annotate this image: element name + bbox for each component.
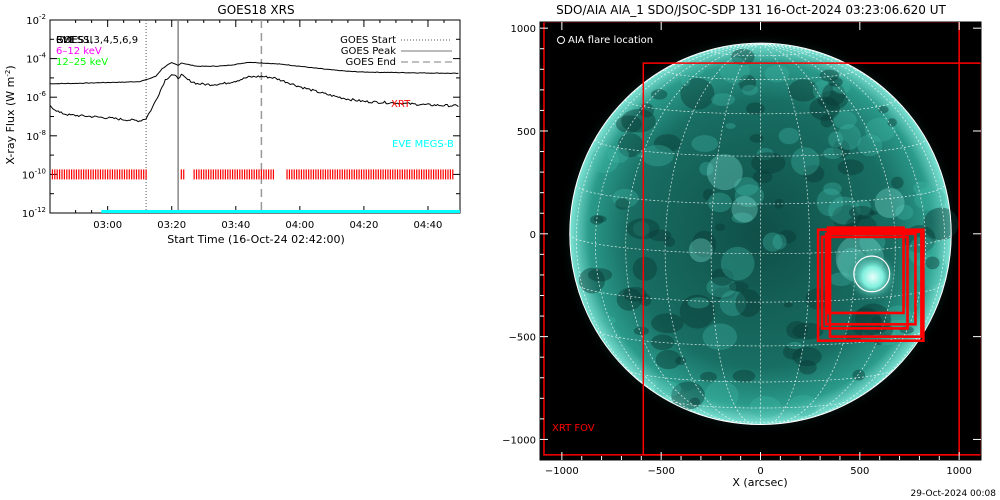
aia-x-tick-label: 0 bbox=[757, 466, 763, 477]
xrt-fov-label: XRT FOV bbox=[552, 423, 595, 434]
goes-flux-curve-2 bbox=[49, 73, 459, 123]
goes-y-tick-label: 10-8 bbox=[26, 129, 46, 143]
active-region bbox=[688, 238, 713, 263]
goes-x-axis-label: Start Time (16-Oct-24 02:42:00) bbox=[167, 233, 345, 246]
goes-y-axis-label: X-ray Flux (W m-2) bbox=[4, 65, 17, 164]
aia-image-content bbox=[543, 22, 981, 456]
goes-y-tick-label: 10-6 bbox=[26, 90, 46, 104]
goes-y-tick-labels: 10-2 10-4 10-6 10-8 10-10 10-12 bbox=[22, 13, 47, 220]
aia-y-tick-label: −1000 bbox=[502, 435, 536, 446]
label-6-12-kev: 6–12 keV bbox=[56, 46, 102, 57]
active-region bbox=[731, 195, 758, 223]
xrt-coverage-segment bbox=[180, 169, 185, 180]
goes-x-tick-label: 03:20 bbox=[157, 220, 186, 231]
xrt-fov-box bbox=[826, 226, 905, 315]
xrt-coverage-segment bbox=[193, 169, 275, 180]
goes-y-tick-label: 10-10 bbox=[22, 167, 46, 181]
aia-x-tick-label: −1000 bbox=[545, 466, 579, 477]
goes-flux-curve-1 bbox=[50, 61, 459, 85]
aia-y-tick-label: 500 bbox=[517, 127, 536, 138]
xrt-fov-box bbox=[820, 235, 909, 330]
goes-title: GOES18 XRS bbox=[217, 3, 294, 17]
goes-plot-area bbox=[49, 19, 461, 214]
flare-glow bbox=[846, 250, 899, 303]
aia-x-tick-label: 1000 bbox=[946, 466, 971, 477]
label-12-25-kev: 12–25 keV bbox=[56, 57, 108, 68]
goes-x-tick-label: 04:40 bbox=[414, 220, 443, 231]
aia-axis-ticks: −1000 −500 0 500 1000 1000 500 0 −500 −1000 bbox=[502, 22, 981, 477]
label-goes: GOES bbox=[56, 35, 84, 46]
xrt-coverage-segment bbox=[51, 169, 147, 180]
label-rhessi: RHESSI bbox=[56, 35, 92, 46]
goes-x-tick-label: 03:00 bbox=[93, 220, 122, 231]
footer-date: 29-Oct-2024 00:08 bbox=[911, 489, 997, 499]
limb-outline bbox=[569, 42, 952, 426]
aia-image-panel: SDO/AIA AIA_1 SDO/JSOC-SDP 131 16-Oct-20… bbox=[502, 3, 982, 489]
label-eve-megs-b: EVE MEGS-B bbox=[392, 139, 454, 150]
label-ixpe: 1,3,4,5,6,9 bbox=[84, 35, 138, 46]
label-xrt: XRT bbox=[391, 99, 411, 110]
goes-legend: GOES Start GOES Peak GOES End bbox=[340, 35, 452, 68]
aia-x-tick-label: −500 bbox=[647, 466, 674, 477]
flare-location-circle bbox=[853, 255, 891, 293]
aia-x-axis-label: X (arcsec) bbox=[732, 476, 787, 489]
goes-overlay-labels: GOES EVE RHESSI 1,3,4,5,6,9 6–12 keV 12–… bbox=[56, 35, 454, 150]
goes-x-tick-label: 04:20 bbox=[349, 220, 378, 231]
aia-y-tick-label: 0 bbox=[530, 230, 536, 241]
goes-y-tick-label: 10-4 bbox=[26, 52, 46, 66]
legend-goes-peak: GOES Peak bbox=[341, 46, 396, 57]
xrt-coverage-segment bbox=[286, 169, 454, 180]
aia-y-tick-label: 1000 bbox=[511, 24, 536, 35]
goes-x-tick-labels: 03:00 03:20 03:40 04:00 04:20 04:40 bbox=[93, 220, 442, 231]
xrt-fov-box bbox=[816, 228, 925, 343]
xrt-fov-box bbox=[828, 230, 923, 338]
goes-y-tick-label: 10-12 bbox=[22, 206, 46, 220]
aia-x-tick-label: 500 bbox=[850, 466, 869, 477]
goes-y-tick-label: 10-2 bbox=[26, 13, 46, 27]
xrt-fov-box bbox=[642, 62, 981, 456]
flare-legend-circle-icon bbox=[557, 36, 565, 44]
goes-x-tick-label: 03:40 bbox=[221, 220, 250, 231]
xrt-fov-box bbox=[824, 232, 917, 326]
aia-title: SDO/AIA AIA_1 SDO/JSOC-SDP 131 16-Oct-20… bbox=[556, 3, 946, 17]
active-region bbox=[706, 154, 743, 191]
label-eve: EVE bbox=[56, 35, 75, 46]
goes-x-tick-label: 04:00 bbox=[285, 220, 314, 231]
aia-y-tick-label: −500 bbox=[509, 333, 536, 344]
active-region bbox=[874, 187, 905, 218]
goes-xrs-panel: GOES18 XRS 10-2 10-4 10-6 10-8 10-10 10-12 03… bbox=[4, 3, 461, 246]
legend-goes-start: GOES Start bbox=[340, 35, 396, 46]
flare-legend-label: AIA flare location bbox=[568, 35, 653, 46]
legend-goes-end: GOES End bbox=[346, 57, 396, 68]
